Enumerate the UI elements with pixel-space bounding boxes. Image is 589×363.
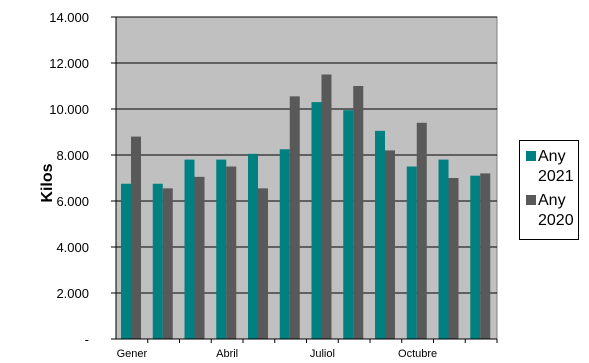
y-tick-label: 12.000	[49, 56, 89, 71]
bar-2021	[406, 166, 417, 339]
bar-2020	[385, 150, 395, 339]
y-tick-label: 2.000	[56, 286, 89, 301]
legend-item: Any 2020	[526, 191, 578, 231]
x-tick-label: Octubre	[398, 348, 437, 360]
y-tick-label: 10.000	[49, 102, 89, 117]
y-tick-label: 14.000	[49, 10, 89, 25]
bar-2020	[194, 176, 205, 339]
bar-2020	[353, 86, 364, 339]
bar-2020	[289, 96, 300, 339]
bar-2020	[258, 188, 268, 339]
y-tick-label: -	[85, 332, 89, 347]
bar-2021	[121, 183, 131, 339]
x-tick-label: Abril	[216, 348, 238, 360]
y-tick-label: 8.000	[56, 148, 89, 163]
legend: Any 2021 Any 2020	[519, 140, 579, 240]
legend-item: Any 2021	[526, 147, 578, 187]
bar-2021	[184, 159, 195, 339]
bar-2021	[248, 153, 258, 339]
tick-labels: - 2.000 4.000 6.000 8.000 10.000 12.000 14.000 G…	[49, 10, 437, 360]
bar-2021	[375, 130, 385, 339]
bar-2020	[131, 136, 141, 339]
bar-2020	[162, 188, 173, 339]
bar-2021	[216, 159, 227, 339]
legend-swatch-2021	[526, 151, 536, 161]
gridlines	[116, 16, 497, 294]
bar-2021	[152, 183, 163, 339]
bar-2020	[448, 178, 459, 339]
x-tick-label: Gener	[117, 348, 148, 360]
legend-label: Any 2020	[538, 192, 574, 229]
bar-2021	[311, 102, 322, 339]
axes	[111, 16, 498, 343]
bar-2020	[480, 173, 491, 339]
y-tick-label: 6.000	[56, 194, 89, 209]
bar-2021	[343, 110, 354, 340]
bar-2020	[321, 74, 332, 339]
y-tick-label: 4.000	[56, 240, 89, 255]
bar-2021	[279, 149, 290, 339]
bars	[121, 74, 491, 340]
y-axis-title: Kilos	[39, 163, 56, 202]
bar-2020	[226, 166, 237, 339]
plot-area	[115, 16, 498, 340]
bar-2021	[470, 175, 481, 339]
legend-swatch-2020	[526, 195, 536, 205]
x-tick-label: Juliol	[310, 348, 335, 360]
bar-2021	[438, 159, 449, 339]
legend-label: Any 2021	[538, 148, 574, 185]
bar-2020	[416, 122, 427, 339]
